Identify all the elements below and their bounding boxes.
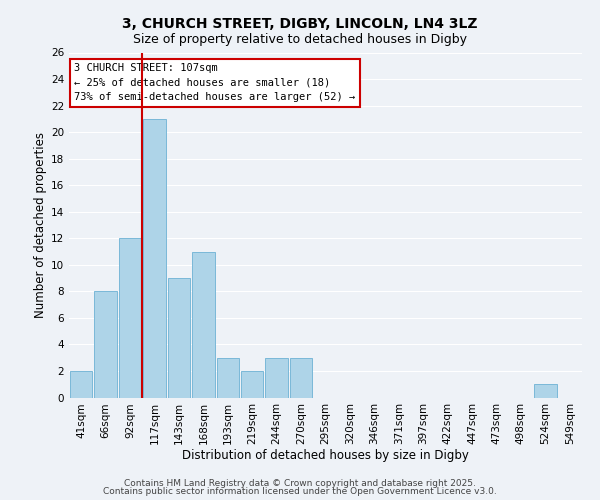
Bar	[192, 252, 215, 398]
Bar	[265, 358, 288, 398]
Bar	[167, 278, 190, 398]
Bar	[70, 371, 92, 398]
Text: Size of property relative to detached houses in Digby: Size of property relative to detached ho…	[133, 32, 467, 46]
Bar	[119, 238, 142, 398]
Text: 3 CHURCH STREET: 107sqm
← 25% of detached houses are smaller (18)
73% of semi-de: 3 CHURCH STREET: 107sqm ← 25% of detache…	[74, 63, 355, 102]
Text: 3, CHURCH STREET, DIGBY, LINCOLN, LN4 3LZ: 3, CHURCH STREET, DIGBY, LINCOLN, LN4 3L…	[122, 18, 478, 32]
Text: Contains public sector information licensed under the Open Government Licence v3: Contains public sector information licen…	[103, 487, 497, 496]
Bar	[143, 119, 166, 398]
X-axis label: Distribution of detached houses by size in Digby: Distribution of detached houses by size …	[182, 448, 469, 462]
Bar	[290, 358, 313, 398]
Bar	[534, 384, 557, 398]
Y-axis label: Number of detached properties: Number of detached properties	[34, 132, 47, 318]
Bar	[241, 371, 263, 398]
Text: Contains HM Land Registry data © Crown copyright and database right 2025.: Contains HM Land Registry data © Crown c…	[124, 478, 476, 488]
Bar	[217, 358, 239, 398]
Bar	[94, 292, 117, 398]
